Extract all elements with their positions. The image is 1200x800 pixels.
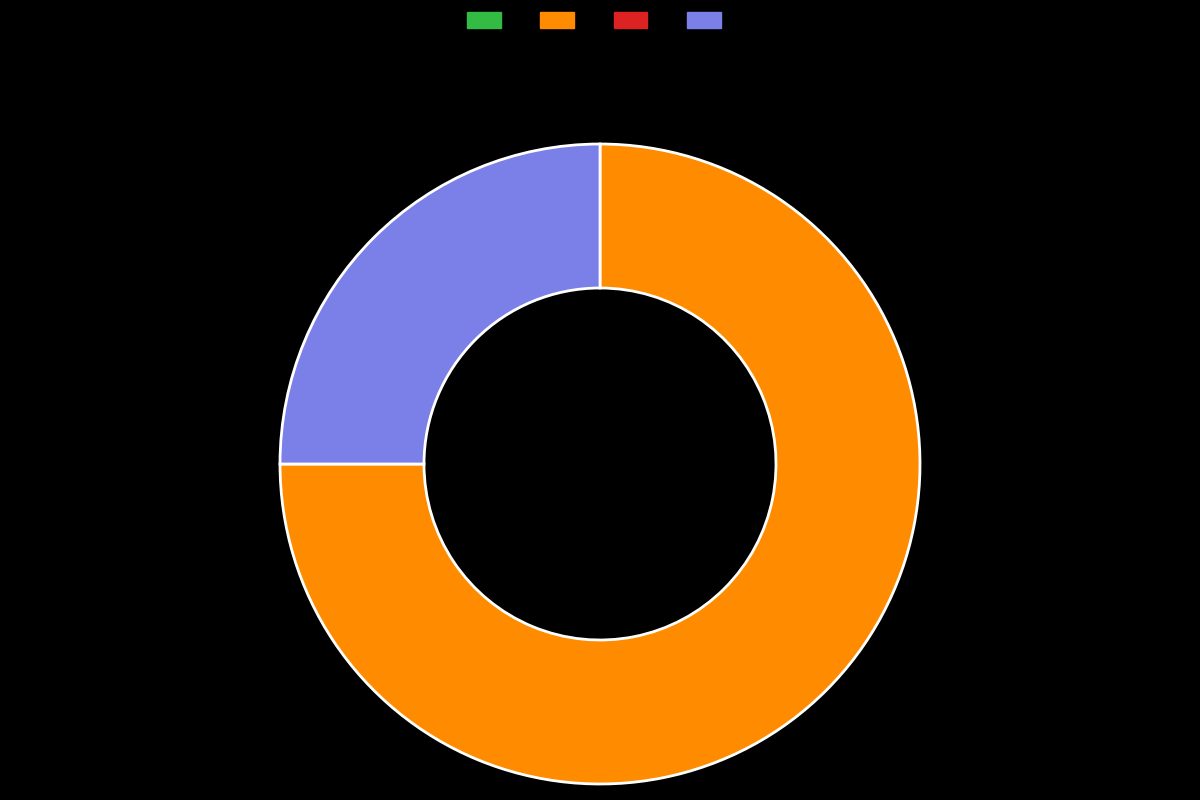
Legend: , , , : , , , <box>462 8 738 33</box>
Wedge shape <box>280 144 600 464</box>
Wedge shape <box>280 144 920 784</box>
